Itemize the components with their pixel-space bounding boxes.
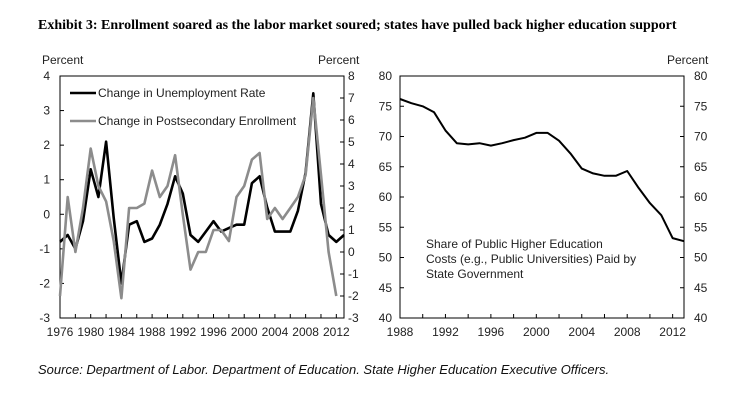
right-tick-label: 55 — [694, 220, 708, 234]
left-tick-label: 70 — [379, 130, 393, 144]
left-tick-label: 4 — [43, 69, 50, 83]
right-tick-label: -1 — [348, 267, 359, 281]
left-tick-label: 50 — [379, 251, 393, 265]
annotation: Share of Public Higher Education Costs (e… — [426, 237, 636, 281]
plot-frame — [399, 75, 685, 319]
x-tick-label: 1984 — [108, 325, 135, 339]
legend-label-unemployment: Change in Unemployment Rate — [98, 86, 266, 100]
x-tick-label: 2000 — [231, 325, 258, 339]
right-tick-label: 50 — [694, 251, 708, 265]
right-tick-label: 70 — [694, 130, 708, 144]
left-tick-label: -1 — [39, 242, 50, 256]
state-share-line — [399, 98, 685, 243]
left-tick-label: 60 — [379, 190, 393, 204]
right-tick-label: 7 — [348, 91, 355, 105]
left-tick-label: 40 — [379, 311, 393, 325]
left-tick-label: 0 — [43, 207, 50, 221]
right-tick-label: 80 — [694, 69, 708, 83]
left-tick-label: -3 — [39, 311, 50, 325]
enrollment-line — [58, 96, 338, 300]
right-tick-label: 4 — [348, 157, 355, 171]
x-tick-label: 1996 — [478, 325, 505, 339]
left-tick-label: 2 — [43, 138, 50, 152]
left-tick-label: -2 — [39, 276, 50, 290]
x-tick-label: 2008 — [292, 325, 319, 339]
right-tick-label: 65 — [694, 160, 708, 174]
right-tick-label: 60 — [694, 190, 708, 204]
x-tick-label: 2012 — [659, 325, 686, 339]
right-tick-label: -3 — [348, 311, 359, 325]
left-tick-label: 80 — [379, 69, 393, 83]
x-tick-label: 2004 — [568, 325, 595, 339]
annotation-line: Costs (e.g., Public Universities) Paid b… — [426, 252, 636, 266]
right-tick-label: 6 — [348, 113, 355, 127]
x-tick-label: 1992 — [169, 325, 196, 339]
charts: Percent Percent-3-2-101234-3-2-1012345678… — [39, 53, 709, 339]
left-tick-label: 1 — [43, 173, 50, 187]
x-tick-label: 2000 — [523, 325, 550, 339]
x-tick-label: 1992 — [432, 325, 459, 339]
right-tick-label: 3 — [348, 179, 355, 193]
source-note: Source: Department of Labor. Department … — [38, 362, 610, 377]
x-tick-label: 2012 — [323, 325, 350, 339]
right-tick-label: 8 — [348, 69, 355, 83]
right-axis-label: Percent — [318, 53, 360, 67]
plot-frame — [59, 75, 345, 319]
annotation-line: Share of Public Higher Education — [426, 237, 603, 251]
right-tick-label: -2 — [348, 289, 359, 303]
x-tick-label: 2004 — [262, 325, 289, 339]
chart-unemployment-enrollment: Percent Percent -3 -2 -1 0 1 2 3 4 -3 -2 -1 0 1 2 3 4 5 6 7 8… — [39, 53, 360, 339]
right-tick-label: 45 — [694, 281, 708, 295]
right-tick-label: 0 — [348, 245, 355, 259]
left-tick-label: 55 — [379, 220, 393, 234]
left-tick-label: 45 — [379, 281, 393, 295]
x-tick-label: 2008 — [614, 325, 641, 339]
right-axis-label: Percent — [667, 53, 709, 67]
x-tick-label: 1988 — [387, 325, 414, 339]
x-tick-label: 1980 — [77, 325, 104, 339]
right-tick-label: 5 — [348, 135, 355, 149]
unemployment-line — [59, 92, 345, 285]
annotation-line: State Government — [426, 267, 524, 281]
x-tick-label: 1988 — [139, 325, 166, 339]
right-tick-label: 2 — [348, 201, 355, 215]
right-tick-label: 40 — [694, 311, 708, 325]
legend-label-enrollment: Change in Postsecondary Enrollment — [98, 114, 297, 128]
left-axis-label: Percent — [42, 53, 84, 67]
right-tick-label: 75 — [694, 99, 708, 113]
chart-state-share: Percent 40 40 45 45 50 50 55 55 60 60 65 65 70 70 75 75 8… — [379, 53, 709, 339]
right-tick-label: 1 — [348, 223, 355, 237]
left-tick-label: 75 — [379, 99, 393, 113]
exhibit-title: Exhibit 3: Enrollment soared as the labo… — [38, 18, 677, 33]
x-tick-label: 1996 — [200, 325, 227, 339]
x-tick-label: 1976 — [47, 325, 74, 339]
left-tick-label: 3 — [43, 104, 50, 118]
left-tick-label: 65 — [379, 160, 393, 174]
